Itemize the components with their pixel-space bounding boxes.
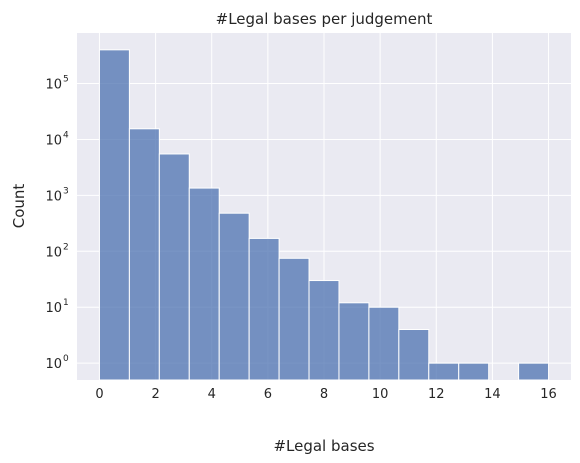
histogram-bar — [158, 153, 190, 381]
histogram-bar — [428, 362, 460, 381]
y-tick-exponent: 2 — [63, 242, 69, 252]
histogram-bar — [188, 187, 220, 381]
y-tick-label: 10 — [45, 357, 62, 372]
y-axis-label: Count — [10, 184, 28, 229]
y-tick-label: 10 — [45, 189, 62, 204]
y-tick-exponent: 4 — [63, 130, 69, 140]
histogram-bar — [128, 128, 160, 381]
x-axis-ticks: 0 2 4 6 8 10 12 14 16 — [95, 387, 557, 402]
y-tick-label: 10 — [45, 245, 62, 260]
histogram-bar — [98, 49, 130, 381]
y-tick-exponent: 0 — [63, 354, 69, 364]
y-tick-exponent: 5 — [63, 75, 69, 85]
x-axis-label: #Legal bases — [273, 437, 374, 455]
histogram-bar — [218, 212, 250, 381]
x-tick-label: 16 — [540, 387, 557, 402]
x-tick-label: 4 — [208, 387, 216, 402]
y-tick-exponent: 1 — [63, 298, 69, 308]
histogram-bar — [368, 306, 400, 381]
chart-title: #Legal bases per judgement — [216, 10, 433, 28]
histogram-bar — [398, 328, 430, 381]
histogram-bar — [518, 362, 550, 381]
histogram-bar — [338, 302, 370, 381]
y-tick-exponent: 3 — [63, 186, 69, 196]
x-tick-label: 12 — [428, 387, 445, 402]
histogram-bar — [248, 237, 280, 381]
x-tick-label: 6 — [264, 387, 272, 402]
x-tick-label: 8 — [320, 387, 328, 402]
y-tick-label: 10 — [45, 301, 62, 316]
x-tick-label: 0 — [95, 387, 103, 402]
x-tick-label: 10 — [372, 387, 389, 402]
x-tick-label: 2 — [151, 387, 159, 402]
y-tick-label: 10 — [45, 133, 62, 148]
y-tick-label: 10 — [45, 78, 62, 93]
histogram-bar — [308, 280, 340, 381]
histogram-bars — [98, 49, 550, 381]
x-tick-label: 14 — [484, 387, 501, 402]
histogram-bar — [458, 362, 490, 381]
histogram-bar — [278, 257, 310, 381]
